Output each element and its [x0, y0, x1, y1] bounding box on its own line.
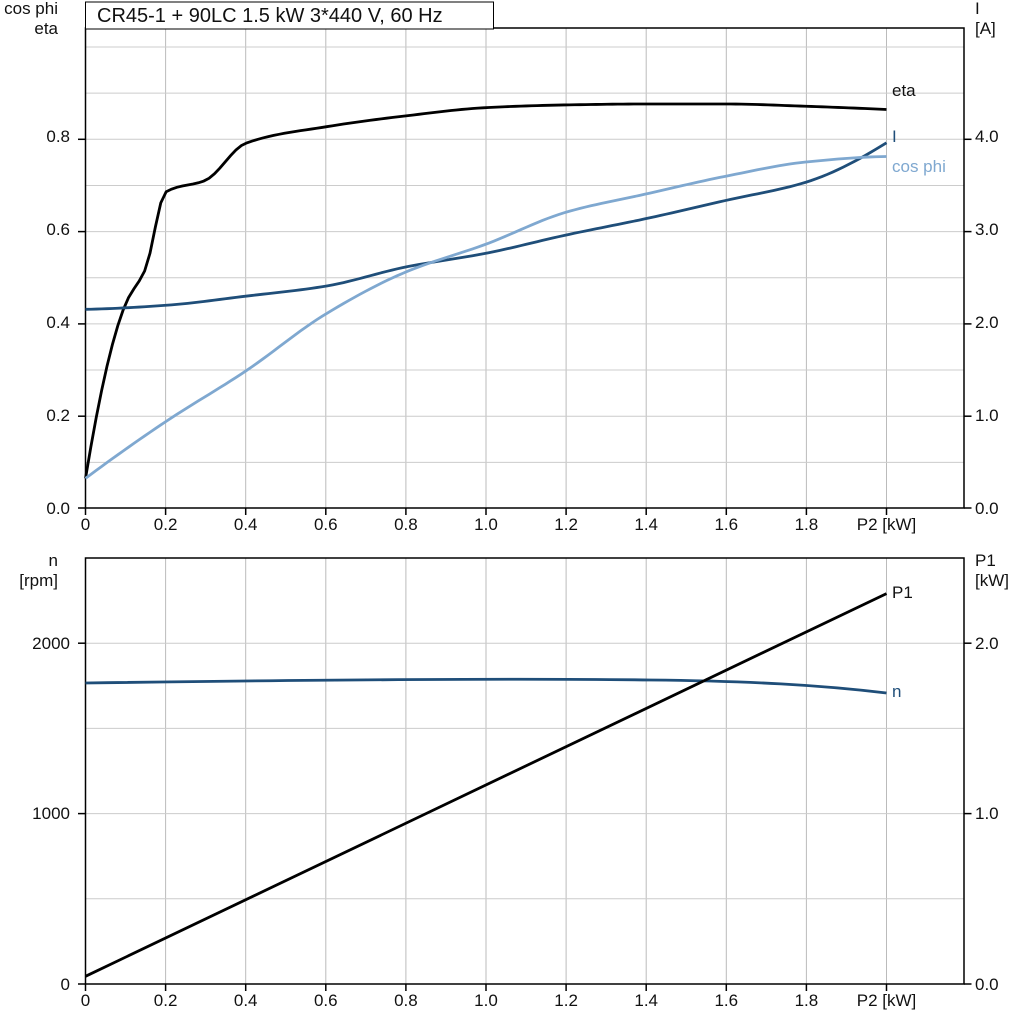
svg-text:1.2: 1.2: [554, 991, 578, 1010]
svg-text:eta: eta: [34, 19, 58, 38]
svg-text:0: 0: [61, 975, 70, 994]
svg-text:[rpm]: [rpm]: [19, 571, 58, 590]
svg-text:0.6: 0.6: [314, 991, 338, 1010]
svg-text:eta: eta: [892, 81, 916, 100]
svg-text:4.0: 4.0: [975, 127, 999, 146]
svg-text:[A]: [A]: [975, 19, 996, 38]
svg-text:0.4: 0.4: [234, 991, 258, 1010]
svg-text:0.4: 0.4: [234, 515, 258, 534]
svg-text:cos phi: cos phi: [4, 0, 58, 18]
svg-text:I: I: [975, 0, 980, 18]
svg-text:0.6: 0.6: [314, 515, 338, 534]
svg-text:0.0: 0.0: [975, 499, 999, 518]
svg-text:0.8: 0.8: [46, 127, 70, 146]
svg-text:P2 [kW]: P2 [kW]: [857, 991, 917, 1010]
svg-text:0.2: 0.2: [154, 991, 178, 1010]
svg-text:[kW]: [kW]: [975, 571, 1009, 590]
svg-text:0.0: 0.0: [975, 975, 999, 994]
svg-text:2000: 2000: [32, 634, 70, 653]
svg-text:n: n: [49, 551, 58, 570]
svg-text:2.0: 2.0: [975, 634, 999, 653]
svg-text:P2 [kW]: P2 [kW]: [857, 515, 917, 534]
svg-text:0.8: 0.8: [394, 515, 418, 534]
svg-text:1.6: 1.6: [714, 991, 738, 1010]
svg-text:3.0: 3.0: [975, 220, 999, 239]
svg-text:1.8: 1.8: [795, 991, 819, 1010]
svg-text:0.0: 0.0: [46, 499, 70, 518]
svg-text:cos phi: cos phi: [892, 157, 946, 176]
svg-text:1.2: 1.2: [554, 515, 578, 534]
svg-text:1.0: 1.0: [975, 804, 999, 823]
svg-text:P1: P1: [892, 583, 913, 602]
svg-text:1.0: 1.0: [474, 991, 498, 1010]
svg-text:1.4: 1.4: [634, 991, 658, 1010]
svg-text:0: 0: [81, 515, 90, 534]
svg-text:1000: 1000: [32, 804, 70, 823]
svg-text:0.2: 0.2: [154, 515, 178, 534]
svg-text:2.0: 2.0: [975, 313, 999, 332]
svg-text:1.6: 1.6: [714, 515, 738, 534]
svg-text:P1: P1: [975, 551, 996, 570]
svg-text:0.6: 0.6: [46, 220, 70, 239]
svg-text:1.0: 1.0: [474, 515, 498, 534]
svg-text:1.4: 1.4: [634, 515, 658, 534]
svg-text:0.2: 0.2: [46, 406, 70, 425]
svg-text:n: n: [892, 682, 901, 701]
svg-text:CR45-1 + 90LC 1.5 kW 3*440: CR45-1 + 90LC 1.5 kW 3*440 V, 60 Hz: [97, 5, 443, 27]
svg-text:0.4: 0.4: [46, 313, 70, 332]
svg-text:0: 0: [81, 991, 90, 1010]
svg-text:1.8: 1.8: [795, 515, 819, 534]
svg-text:0.8: 0.8: [394, 991, 418, 1010]
svg-text:I: I: [892, 127, 897, 146]
svg-text:1.0: 1.0: [975, 406, 999, 425]
